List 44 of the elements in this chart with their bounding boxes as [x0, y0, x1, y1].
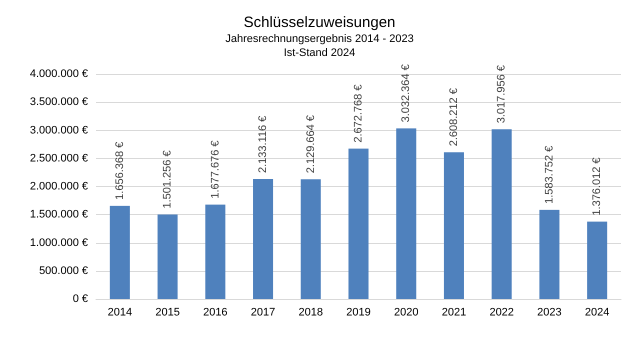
data-label: 2.129.664 € — [304, 115, 317, 174]
data-label: 1.583.752 € — [543, 146, 556, 204]
data-label: 1.501.256 € — [162, 150, 174, 209]
data-label: 1.376.012 € — [591, 157, 604, 216]
chart-subtitle: Jahresrechnungsergebnis 2014 - 2023 Ist-Stand 2024 — [225, 33, 414, 59]
y-tick-label: 3.000.000 € — [30, 124, 88, 136]
bar — [539, 210, 560, 299]
y-tick-label: 2.500.000 € — [30, 152, 88, 164]
data-label: 2.608.212 € — [448, 88, 460, 146]
y-tick-label: 1.000.000 € — [30, 236, 88, 249]
data-label: 3.017.956 € — [496, 65, 508, 124]
bar — [348, 148, 369, 299]
chart-title: Schlüsselzuweisungen — [244, 14, 396, 31]
data-label: 3.032.364 € — [400, 64, 412, 122]
bar — [492, 129, 512, 299]
y-tick-label: 4.000.000 € — [30, 68, 88, 80]
x-tick-label: 2018 — [298, 306, 324, 318]
x-tick-label: 2024 — [584, 306, 610, 318]
data-label: 2.672.768 € — [352, 84, 364, 143]
x-tick-label: 2022 — [489, 306, 514, 318]
data-label: 2.133.116 € — [257, 116, 270, 174]
x-tick-label: 2014 — [108, 306, 132, 318]
x-tick-label: 2016 — [203, 306, 228, 318]
bar — [587, 222, 608, 299]
y-tick-label: 1.500.000 € — [30, 208, 88, 221]
data-label: 1.677.676 € — [209, 140, 222, 199]
y-tick-label: 500.000 € — [39, 264, 88, 277]
x-tick-label: 2023 — [537, 306, 562, 318]
y-tick-label: 0 € — [72, 293, 88, 305]
x-tick-label: 2015 — [155, 306, 180, 318]
x-tick-label: 2019 — [346, 306, 371, 318]
x-tick-label: 2020 — [394, 306, 418, 318]
x-tick-label: 2021 — [442, 306, 466, 318]
bar — [300, 179, 321, 299]
x-tick-label: 2017 — [250, 306, 276, 318]
bar — [253, 179, 274, 299]
bar — [205, 204, 226, 299]
bar — [110, 206, 130, 299]
bar — [444, 152, 464, 299]
bar — [158, 214, 178, 299]
y-tick-label: 2.000.000 € — [30, 180, 88, 192]
bar — [396, 128, 416, 299]
y-tick-label: 3.500.000 € — [30, 96, 88, 108]
data-label: 1.656.368 € — [114, 142, 126, 200]
